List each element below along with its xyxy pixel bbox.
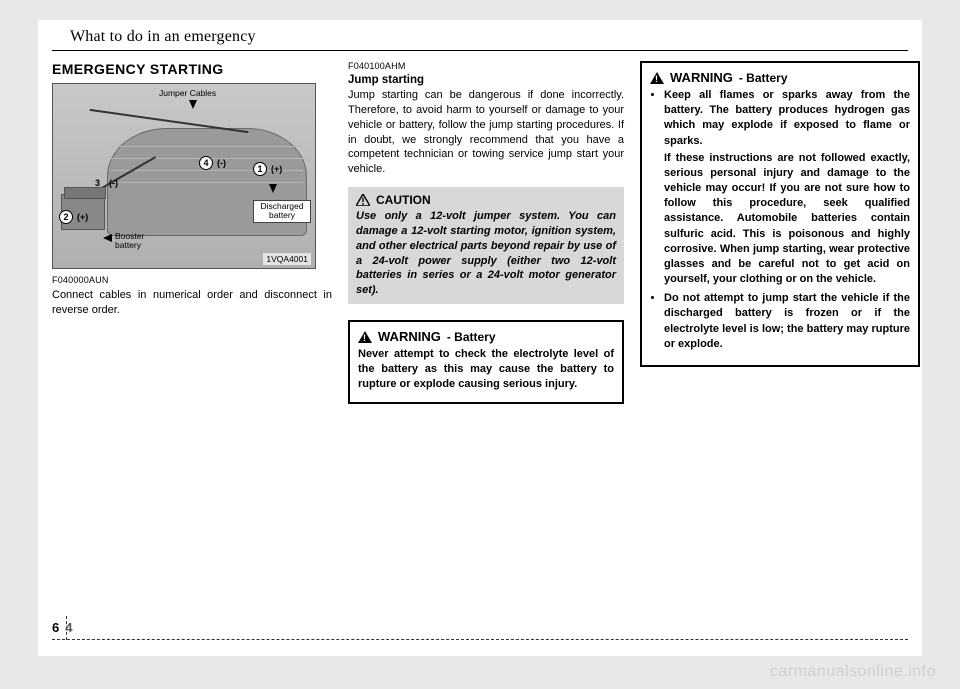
- section-heading: EMERGENCY STARTING: [52, 61, 332, 77]
- arrow-left-icon: [103, 234, 112, 242]
- column-2: F040100AHM Jump starting Jump starting c…: [348, 61, 624, 404]
- diagram-sign-1: (+): [271, 164, 282, 174]
- header-title: What to do in an emergency: [70, 28, 908, 46]
- warning-subtitle-1: - Battery: [447, 330, 496, 344]
- content-columns: EMERGENCY STARTING Jumper Cables 1 (+): [38, 51, 922, 404]
- warning-title-text-2: WARNING: [670, 70, 733, 85]
- diagram-code: 1VQA4001: [263, 253, 311, 265]
- caution-box: CAUTION Use only a 12-volt jumper system…: [348, 187, 624, 304]
- diagram-label-jumper: Jumper Cables: [159, 88, 216, 98]
- diagram-point-2: 2: [59, 210, 73, 224]
- warning-item-2: Do not attempt to jump start the vehicle…: [664, 291, 910, 352]
- arrow-down-icon: [269, 184, 277, 193]
- manual-page: What to do in an emergency EMERGENCY STA…: [38, 20, 922, 656]
- page-footer: 6 4: [52, 639, 908, 640]
- warning-icon: [358, 331, 372, 343]
- warning-title-1: WARNING - Battery: [358, 329, 614, 344]
- jumper-diagram: Jumper Cables 1 (+) 2 (+) 3: [52, 83, 316, 269]
- warning-icon: [650, 72, 664, 84]
- diagram-point-1: 1: [253, 162, 267, 176]
- figure-caption-1: Connect cables in numerical order and di…: [52, 288, 332, 318]
- warning-item-1-lead: Keep all flames or sparks away from the …: [664, 89, 910, 147]
- warning-item-1: Keep all flames or sparks away from the …: [664, 88, 910, 287]
- warning-box-2: WARNING - Battery Keep all flames or spa…: [640, 61, 920, 367]
- diagram-sign-3: (-): [109, 178, 118, 188]
- warning-item-2-lead: Do not attempt to jump start the vehicle…: [664, 292, 910, 350]
- diagram-label-booster: Booster battery: [115, 232, 163, 251]
- diagram-sign-2: (+): [77, 212, 88, 222]
- warning-subtitle-2: - Battery: [739, 71, 788, 85]
- diagram-num-3: 3: [95, 178, 100, 188]
- arrow-down-icon: [189, 100, 197, 109]
- warning-box-1: WARNING - Battery Never attempt to check…: [348, 320, 624, 404]
- caution-body: Use only a 12-volt jumper system. You ca…: [356, 209, 616, 298]
- caution-title-text: CAUTION: [376, 193, 431, 207]
- watermark-text: carmanualsonline.info: [770, 663, 936, 681]
- jump-starting-text: Jump starting can be dangerous if done i…: [348, 88, 624, 177]
- column-1: EMERGENCY STARTING Jumper Cables 1 (+): [52, 61, 332, 404]
- diagram-sign-4: (-): [217, 158, 226, 168]
- subheading-jump-starting: Jump starting: [348, 74, 624, 86]
- warning-title-text-1: WARNING: [378, 329, 441, 344]
- warning-item-1-cont: If these instructions are not followed e…: [664, 151, 910, 288]
- section-number: 6: [52, 620, 59, 635]
- warning-body-2: Keep all flames or sparks away from the …: [650, 88, 910, 352]
- figure-code-1: F040000AUN: [52, 275, 332, 285]
- warning-body-1: Never attempt to check the electrolyte l…: [358, 347, 614, 393]
- caution-title: CAUTION: [356, 193, 616, 207]
- figure-code-2: F040100AHM: [348, 61, 624, 71]
- page-num-divider: [66, 616, 67, 640]
- caution-icon: [356, 194, 370, 206]
- page-header: What to do in an emergency: [52, 20, 908, 51]
- page-number: 6 4: [52, 620, 72, 635]
- diagram-point-4: 4: [199, 156, 213, 170]
- column-3: WARNING - Battery Keep all flames or spa…: [640, 61, 920, 404]
- diagram-label-discharged: Discharged battery: [253, 200, 311, 223]
- warning-title-2: WARNING - Battery: [650, 70, 910, 85]
